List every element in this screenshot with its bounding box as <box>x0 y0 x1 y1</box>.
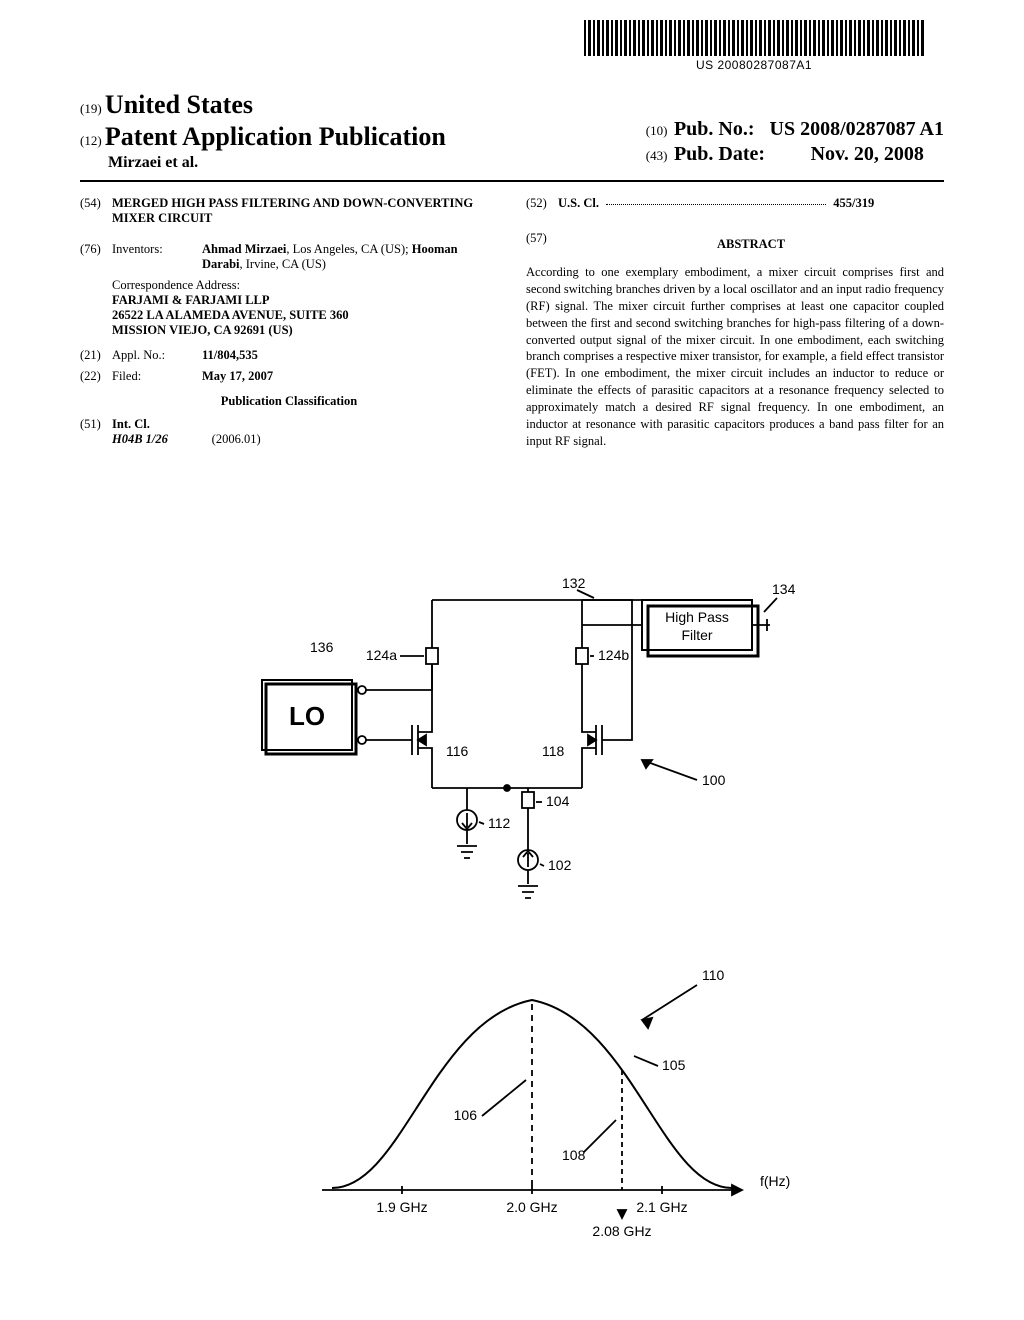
label-124b: 124b <box>598 647 629 663</box>
figure: High Pass Filter 132 134 124a 124b 136 L… <box>0 570 1024 1270</box>
applno-label: Appl. No.: <box>112 348 202 363</box>
code-10: (10) <box>646 123 668 138</box>
applno: 11/804,535 <box>202 348 258 362</box>
body-columns: (54) MERGED HIGH PASS FILTERING AND DOWN… <box>80 196 944 453</box>
doctype: Patent Application Publication <box>105 122 446 151</box>
code-57: (57) <box>526 231 558 258</box>
code-76: (76) <box>80 242 112 272</box>
invention-title: MERGED HIGH PASS FILTERING AND DOWN-CONV… <box>112 196 473 225</box>
divider <box>80 180 944 182</box>
hpf-label-2: Filter <box>681 627 712 643</box>
left-column: (54) MERGED HIGH PASS FILTERING AND DOWN… <box>80 196 498 453</box>
barcode <box>584 20 924 56</box>
pubno: US 2008/0287087 A1 <box>770 118 944 140</box>
code-22: (22) <box>80 369 112 384</box>
abstract-title: ABSTRACT <box>558 237 944 252</box>
code-43: (43) <box>646 148 668 163</box>
code-21: (21) <box>80 348 112 363</box>
tick-4: 2.08 GHz <box>592 1223 651 1239</box>
uscl: 455/319 <box>833 196 874 210</box>
right-column: (52) U.S. Cl. 455/319 (57) ABSTRACT Acco… <box>526 196 944 453</box>
label-104: 104 <box>546 793 570 809</box>
label-136: 136 <box>310 639 334 655</box>
pubclass-title: Publication Classification <box>80 394 498 409</box>
barcode-block: US 20080287087A1 <box>584 20 924 72</box>
abstract-text: According to one exemplary embodiment, a… <box>526 264 944 450</box>
lo-label: LO <box>289 701 325 731</box>
code-12: (12) <box>80 133 102 148</box>
label-116: 116 <box>446 743 469 759</box>
correspondence: Correspondence Address: FARJAMI & FARJAM… <box>112 278 498 338</box>
inventors-label: Inventors: <box>112 242 202 272</box>
label-132: 132 <box>562 575 586 591</box>
label-112: 112 <box>488 815 511 831</box>
corr-line1: FARJAMI & FARJAMI LLP <box>112 293 498 308</box>
pubno-label: Pub. No.: <box>674 118 755 140</box>
label-110: 110 <box>702 967 725 983</box>
corr-line2: 26522 LA ALAMEDA AVENUE, SUITE 360 <box>112 308 498 323</box>
label-124a: 124a <box>366 647 397 663</box>
inventors: Ahmad Mirzaei, Los Angeles, CA (US); Hoo… <box>202 242 498 272</box>
barcode-text: US 20080287087A1 <box>584 58 924 72</box>
axis-xlabel: f(Hz) <box>760 1173 790 1189</box>
country: United States <box>105 90 253 119</box>
figure-svg: High Pass Filter 132 134 124a 124b 136 L… <box>202 570 822 1270</box>
corr-line3: MISSION VIEJO, CA 92691 (US) <box>112 323 498 338</box>
label-108: 108 <box>562 1147 586 1163</box>
intcl-year: (2006.01) <box>212 432 261 446</box>
pubdate-label: Pub. Date: <box>674 143 765 165</box>
code-19: (19) <box>80 101 102 116</box>
filed-label: Filed: <box>112 369 202 384</box>
label-105: 105 <box>662 1057 686 1073</box>
filed: May 17, 2007 <box>202 369 273 383</box>
header-right: (10) Pub. No.: US 2008/0287087 A1 (43) P… <box>646 118 944 166</box>
code-52: (52) <box>526 196 558 211</box>
header: (19) United States (12) Patent Applicati… <box>80 90 944 172</box>
authors-header: Mirzaei et al. <box>108 154 446 172</box>
tick-2: 2.0 GHz <box>506 1199 557 1215</box>
label-106: 106 <box>454 1107 478 1123</box>
code-51: (51) <box>80 417 112 447</box>
pubdate: Nov. 20, 2008 <box>811 143 924 165</box>
code-54: (54) <box>80 196 112 226</box>
tick-1: 1.9 GHz <box>376 1199 427 1215</box>
uscl-label: U.S. Cl. <box>558 196 599 210</box>
intcl-code: H04B 1/26 <box>112 432 168 446</box>
label-118: 118 <box>542 743 565 759</box>
intcl-label: Int. Cl. <box>112 417 150 431</box>
label-134: 134 <box>772 581 796 597</box>
header-left: (19) United States (12) Patent Applicati… <box>80 90 446 172</box>
tick-3: 2.1 GHz <box>636 1199 687 1215</box>
corr-label: Correspondence Address: <box>112 278 498 293</box>
label-100: 100 <box>702 772 726 788</box>
hpf-label-1: High Pass <box>665 609 729 625</box>
label-102: 102 <box>548 857 572 873</box>
dotted-leader <box>606 204 826 205</box>
